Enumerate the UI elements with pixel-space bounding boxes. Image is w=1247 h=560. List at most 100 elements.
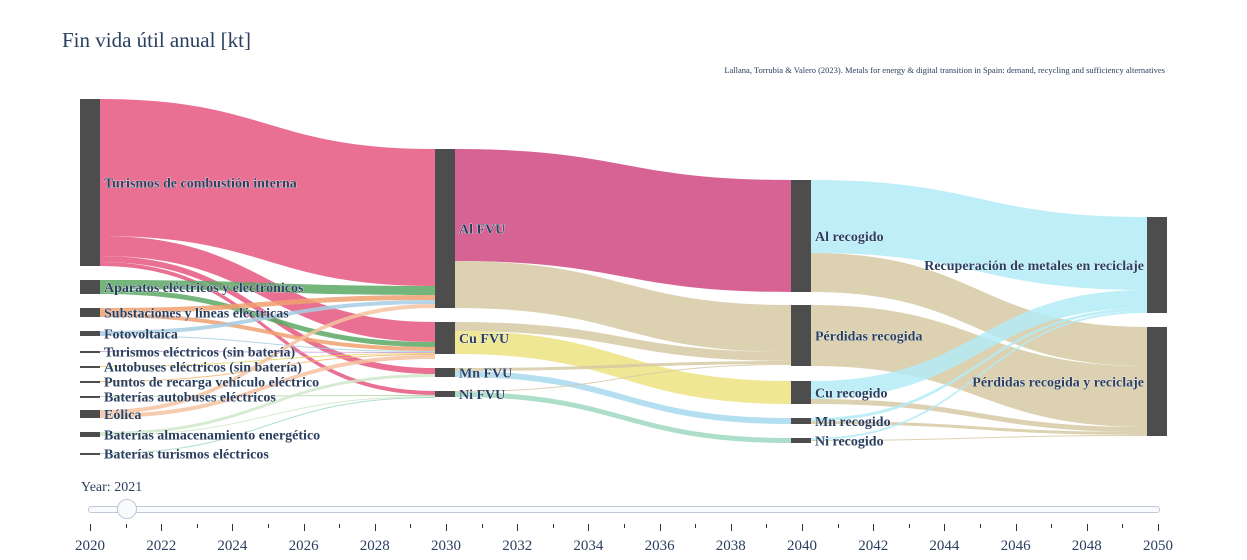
sankey-label-autobuses_e: Autobuses eléctricos (sin batería) bbox=[104, 361, 302, 376]
slider-tick-label[interactable]: 2034 bbox=[573, 538, 604, 554]
slider-tick-label[interactable]: 2044 bbox=[929, 538, 960, 554]
sankey-node-mn_rec[interactable] bbox=[791, 418, 811, 424]
slider-tick bbox=[446, 524, 447, 531]
sankey-link-turismos_e-to-cu_fvu[interactable] bbox=[100, 351, 435, 353]
slider-tick bbox=[1086, 524, 1088, 531]
sankey-link-al_rec-to-recup[interactable] bbox=[811, 180, 1147, 290]
slider-tick bbox=[695, 524, 697, 528]
sankey-label-turismos_ci: Turismos de combustión interna bbox=[104, 177, 297, 192]
sankey-link-baterias_autobus-to-ni_fvu[interactable] bbox=[100, 395, 435, 397]
slider-tick-label[interactable]: 2022 bbox=[146, 538, 177, 554]
slider-tick bbox=[766, 524, 768, 528]
slider-tick-label[interactable]: 2040 bbox=[787, 538, 817, 554]
sankey-node-ni_rec[interactable] bbox=[791, 438, 811, 443]
sankey-link-cu_fvu-to-perd_rec[interactable] bbox=[455, 322, 791, 361]
sankey-node-subestaciones[interactable] bbox=[80, 308, 100, 317]
sankey-node-autobuses_e[interactable] bbox=[80, 366, 100, 368]
slider-tick-label[interactable]: 2026 bbox=[288, 538, 319, 554]
sankey-node-recup[interactable] bbox=[1147, 217, 1167, 313]
slider-tick-label[interactable]: 2030 bbox=[431, 538, 461, 554]
slider-tick bbox=[268, 524, 269, 528]
slider-tick bbox=[1051, 524, 1053, 528]
sankey-link-mn_fvu-to-perd_rec[interactable] bbox=[455, 361, 791, 371]
sankey-link-fotovoltaica-to-cu_fvu[interactable] bbox=[100, 335, 435, 352]
sankey-link-baterias_turismos-to-ni_fvu[interactable] bbox=[100, 397, 435, 454]
sankey-link-eolica-to-al_fvu[interactable] bbox=[100, 304, 435, 414]
sankey-label-ni_rec: Ni recogido bbox=[815, 435, 884, 450]
slider-tick bbox=[980, 524, 981, 528]
sankey-links bbox=[100, 99, 1147, 454]
slider-tick-label[interactable]: 2036 bbox=[644, 538, 675, 554]
slider-tick bbox=[730, 524, 732, 531]
sankey-link-mn_rec-to-perd_total[interactable] bbox=[811, 421, 1147, 435]
sankey-node-fotovoltaica[interactable] bbox=[80, 331, 100, 336]
sankey-link-ni_rec-to-recup[interactable] bbox=[811, 311, 1147, 440]
sankey-node-baterias_turismos[interactable] bbox=[80, 453, 100, 455]
sankey-node-puntos_recarga[interactable] bbox=[80, 381, 100, 383]
slider-tick bbox=[481, 524, 483, 528]
slider-tick bbox=[1015, 524, 1017, 531]
sankey-node-cu_rec[interactable] bbox=[791, 381, 811, 404]
slider-tick-label[interactable]: 2046 bbox=[1000, 538, 1031, 554]
sankey-link-turismos_ci-to-al_fvu[interactable] bbox=[100, 99, 435, 286]
sankey-label-baterias_autobus: Baterías autobuses eléctricos bbox=[104, 391, 276, 406]
sankey-link-baterias_almac-to-ni_fvu[interactable] bbox=[100, 396, 435, 436]
sankey-link-baterias_almac-to-mn_fvu[interactable] bbox=[100, 374, 435, 435]
slider-tick bbox=[1122, 524, 1124, 528]
slider-tick-label[interactable]: 2042 bbox=[858, 538, 889, 554]
sankey-label-mn_rec: Mn recogido bbox=[815, 415, 891, 430]
sankey-link-al_fvu-to-al_rec[interactable] bbox=[455, 149, 791, 292]
sankey-node-baterias_autobus[interactable] bbox=[80, 396, 100, 398]
sankey-link-puntos_recarga-to-cu_fvu[interactable] bbox=[100, 354, 435, 382]
sankey-label-turismos_e: Turismos eléctricos (sin batería) bbox=[104, 346, 296, 361]
slider-tick bbox=[374, 524, 376, 531]
slider-tick-label[interactable]: 2038 bbox=[715, 538, 746, 554]
sankey-link-subestaciones-to-cu_fvu[interactable] bbox=[100, 313, 435, 351]
slider-tick bbox=[624, 524, 625, 528]
sankey-label-perd_total: Pérdidas recogida y reciclaje bbox=[972, 376, 1144, 391]
sankey-node-cu_fvu[interactable] bbox=[435, 322, 455, 354]
slider-tick-label[interactable]: 2028 bbox=[359, 538, 390, 554]
sankey-link-ni_fvu-to-ni_rec[interactable] bbox=[455, 392, 791, 443]
sankey-link-fotovoltaica-to-al_fvu[interactable] bbox=[100, 300, 435, 335]
year-slider-track[interactable] bbox=[88, 506, 1160, 513]
sankey-link-turismos_ci-to-mn_fvu[interactable] bbox=[100, 256, 435, 374]
sankey-link-ni_rec-to-perd_total[interactable] bbox=[811, 435, 1147, 441]
sankey-node-turismos_e[interactable] bbox=[80, 351, 100, 353]
sankey-node-al_rec[interactable] bbox=[791, 180, 811, 292]
sankey-node-perd_rec[interactable] bbox=[791, 305, 811, 366]
sankey-link-cu_rec-to-perd_total[interactable] bbox=[811, 399, 1147, 432]
sankey-node-aparatos[interactable] bbox=[80, 280, 100, 294]
slider-tick-label[interactable]: 2048 bbox=[1071, 538, 1102, 554]
sankey-node-al_fvu[interactable] bbox=[435, 149, 455, 308]
slider-tick bbox=[552, 524, 554, 528]
slider-tick bbox=[802, 524, 803, 531]
sankey-link-al_fvu-to-perd_rec[interactable] bbox=[455, 261, 791, 352]
sankey-link-aparatos-to-al_fvu[interactable] bbox=[100, 280, 435, 295]
sankey-nodes bbox=[80, 99, 1167, 455]
slider-tick-label[interactable]: 2020 bbox=[75, 538, 105, 554]
sankey-node-ni_fvu[interactable] bbox=[435, 391, 455, 397]
sankey-label-baterias_almac: Baterías almacenamiento energético bbox=[104, 429, 320, 444]
sankey-node-eolica[interactable] bbox=[80, 410, 100, 418]
slider-tick-label[interactable]: 2050 bbox=[1143, 538, 1173, 554]
slider-tick-label[interactable]: 2024 bbox=[217, 538, 248, 554]
sankey-label-cu_rec: Cu recogido bbox=[815, 387, 887, 402]
sankey-link-turismos_ci-to-ni_fvu[interactable] bbox=[100, 262, 435, 395]
sankey-link-cu_rec-to-recup[interactable] bbox=[811, 290, 1147, 399]
sankey-link-al_rec-to-perd_total[interactable] bbox=[811, 253, 1147, 366]
sankey-link-eolica-to-cu_fvu[interactable] bbox=[100, 355, 435, 418]
sankey-label-aparatos: Aparatos eléctricos y electrónicos bbox=[104, 281, 304, 296]
sankey-link-mn_rec-to-recup[interactable] bbox=[811, 308, 1147, 421]
sankey-label-recup: Recuperación de metales en reciclaje bbox=[924, 259, 1144, 274]
slider-tick-label[interactable]: 2032 bbox=[502, 538, 533, 554]
sankey-node-perd_total[interactable] bbox=[1147, 327, 1167, 436]
sankey-node-baterias_almac[interactable] bbox=[80, 432, 100, 437]
year-slider-handle[interactable] bbox=[116, 499, 137, 519]
sankey-node-turismos_ci[interactable] bbox=[80, 99, 100, 266]
sankey-link-ni_fvu-to-perd_rec[interactable] bbox=[455, 364, 791, 392]
sankey-link-subestaciones-to-al_fvu[interactable] bbox=[100, 295, 435, 313]
sankey-link-mn_fvu-to-mn_rec[interactable] bbox=[455, 371, 791, 424]
sankey-chart: Turismos de combustión interna Aparatos e… bbox=[80, 99, 1167, 463]
sankey-node-mn_fvu[interactable] bbox=[435, 368, 455, 377]
